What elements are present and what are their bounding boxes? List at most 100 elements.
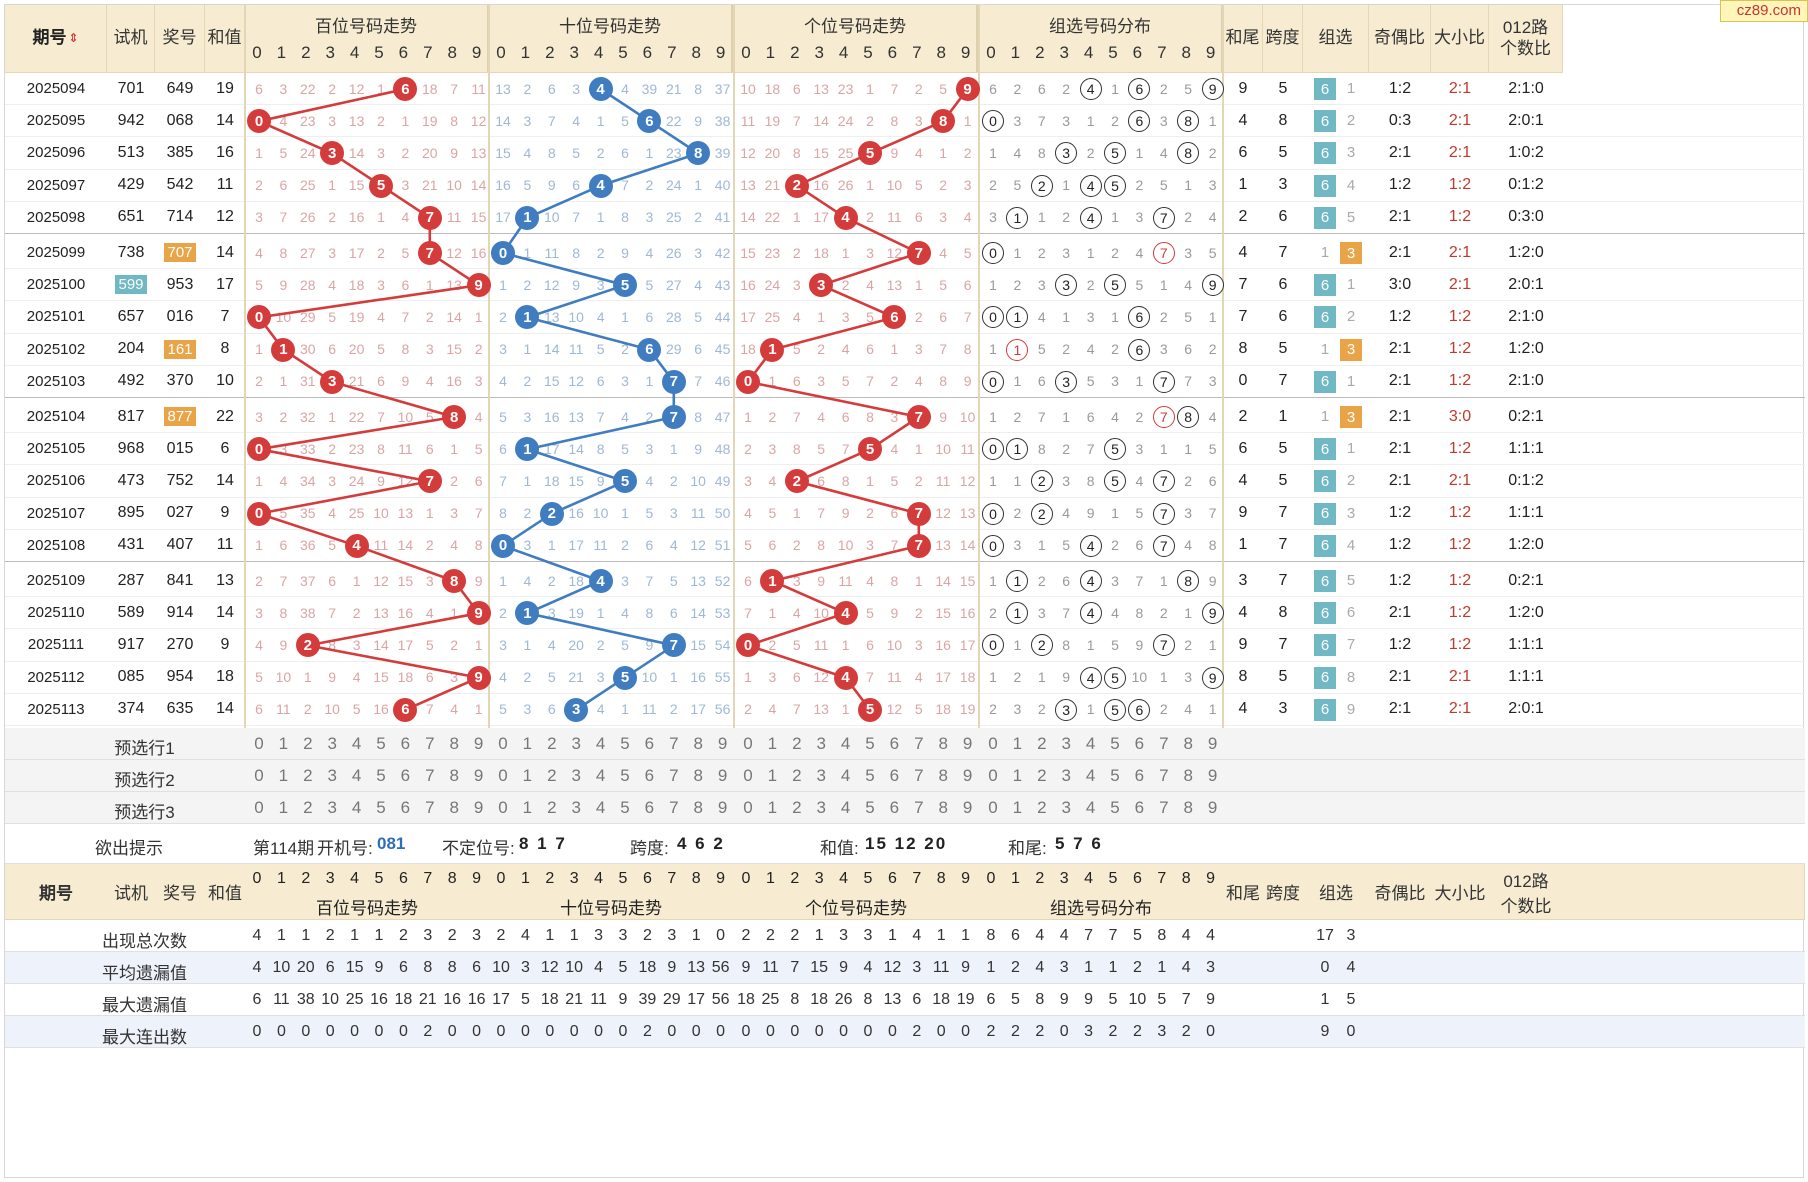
preselect-digit[interactable]: 2 (1037, 734, 1047, 753)
preselect-digit[interactable]: 2 (1037, 766, 1047, 785)
preselect-digit[interactable]: 5 (620, 798, 630, 817)
preselect-digit[interactable]: 1 (278, 766, 289, 785)
preselect-row[interactable]: 预选行3 0 1 2 3 4 5 6 7 8 9 0 1 2 3 4 5 6 7 8 9 0 1 2 3 4 5 6 7 8 9 0 1 2 3 4 5… (5, 792, 1805, 824)
preselect-digit[interactable]: 0 (743, 734, 753, 753)
preselect-digit[interactable]: 3 (571, 766, 581, 785)
preselect-digit[interactable]: 4 (351, 734, 362, 753)
preselect-digit[interactable]: 9 (962, 734, 973, 753)
preselect-digit[interactable]: 0 (988, 766, 998, 785)
preselect-digit[interactable]: 0 (254, 734, 264, 753)
preselect-digit[interactable]: 7 (425, 766, 435, 785)
preselect-digit[interactable]: 2 (303, 734, 313, 753)
sort-icon[interactable]: ⇕ (68, 31, 79, 46)
preselect-digit[interactable]: 2 (792, 766, 802, 785)
preselect-digit[interactable]: 2 (792, 798, 802, 817)
preselect-digit[interactable]: 2 (1037, 798, 1047, 817)
preselect-digit[interactable]: 8 (938, 798, 948, 817)
preselect-digit[interactable]: 9 (717, 766, 728, 785)
preselect-digit[interactable]: 2 (547, 734, 557, 753)
preselect-digit[interactable]: 0 (498, 798, 508, 817)
preselect-digit[interactable]: 3 (1061, 734, 1071, 753)
preselect-digit[interactable]: 4 (840, 798, 851, 817)
preselect-digit[interactable]: 1 (1012, 766, 1023, 785)
preselect-digit[interactable]: 0 (743, 766, 753, 785)
preselect-digit[interactable]: 4 (351, 766, 362, 785)
preselect-digit[interactable]: 2 (547, 798, 557, 817)
preselect-digit[interactable]: 0 (743, 798, 753, 817)
preselect-digit[interactable]: 5 (1110, 798, 1120, 817)
preselect-digit[interactable]: 3 (327, 734, 337, 753)
preselect-digit[interactable]: 8 (449, 798, 459, 817)
preselect-digit[interactable]: 5 (865, 734, 875, 753)
preselect-digit[interactable]: 3 (1061, 766, 1071, 785)
preselect-digit[interactable]: 1 (1012, 798, 1023, 817)
preselect-digit[interactable]: 0 (988, 734, 998, 753)
preselect-digit[interactable]: 3 (1061, 798, 1071, 817)
preselect-digit[interactable]: 1 (278, 734, 289, 753)
preselect-digit[interactable]: 6 (889, 734, 900, 753)
preselect-digit[interactable]: 1 (522, 798, 533, 817)
issue-header[interactable]: 期号 ⇕ (5, 5, 107, 73)
preselect-digit[interactable]: 9 (1207, 766, 1218, 785)
preselect-digit[interactable]: 1 (767, 798, 778, 817)
preselect-digit[interactable]: 1 (278, 798, 289, 817)
preselect-digit[interactable]: 2 (792, 734, 802, 753)
preselect-digit[interactable]: 4 (351, 798, 362, 817)
preselect-digit[interactable]: 6 (1134, 734, 1145, 753)
preselect-digit[interactable]: 7 (914, 766, 924, 785)
preselect-digit[interactable]: 5 (620, 766, 630, 785)
preselect-digit[interactable]: 3 (327, 766, 337, 785)
preselect-digit[interactable]: 5 (865, 798, 875, 817)
preselect-digit[interactable]: 4 (840, 734, 851, 753)
preselect-digit[interactable]: 6 (644, 734, 655, 753)
preselect-digit[interactable]: 9 (962, 766, 973, 785)
preselect-digit[interactable]: 5 (620, 734, 630, 753)
preselect-digit[interactable]: 4 (595, 734, 606, 753)
preselect-digit[interactable]: 8 (693, 766, 703, 785)
preselect-digit[interactable]: 6 (400, 798, 411, 817)
preselect-digit[interactable]: 3 (816, 766, 826, 785)
preselect-row[interactable]: 预选行2 0 1 2 3 4 5 6 7 8 9 0 1 2 3 4 5 6 7 8 9 0 1 2 3 4 5 6 7 8 9 0 1 2 3 4 5… (5, 760, 1805, 792)
preselect-digit[interactable]: 4 (595, 798, 606, 817)
preselect-digit[interactable]: 8 (1183, 766, 1193, 785)
preselect-digit[interactable]: 7 (914, 798, 924, 817)
preselect-digit[interactable]: 9 (473, 766, 484, 785)
preselect-digit[interactable]: 8 (938, 766, 948, 785)
preselect-digit[interactable]: 5 (1110, 734, 1120, 753)
preselect-digit[interactable]: 6 (400, 766, 411, 785)
preselect-digit[interactable]: 9 (717, 734, 728, 753)
preselect-digit[interactable]: 4 (1085, 766, 1096, 785)
preselect-digit[interactable]: 2 (547, 766, 557, 785)
preselect-digit[interactable]: 6 (889, 798, 900, 817)
preselect-digit[interactable]: 9 (962, 798, 973, 817)
preselect-digit[interactable]: 3 (327, 798, 337, 817)
preselect-digit[interactable]: 8 (693, 798, 703, 817)
preselect-digit[interactable]: 2 (303, 798, 313, 817)
preselect-digit[interactable]: 3 (816, 798, 826, 817)
preselect-digit[interactable]: 0 (498, 734, 508, 753)
preselect-digit[interactable]: 8 (938, 734, 948, 753)
preselect-digit[interactable]: 5 (376, 798, 386, 817)
preselect-digit[interactable]: 8 (449, 734, 459, 753)
preselect-digit[interactable]: 6 (644, 798, 655, 817)
preselect-digit[interactable]: 9 (473, 734, 484, 753)
preselect-digit[interactable]: 0 (254, 798, 264, 817)
preselect-digit[interactable]: 6 (889, 766, 900, 785)
preselect-digit[interactable]: 0 (988, 798, 998, 817)
preselect-digit[interactable]: 6 (400, 734, 411, 753)
preselect-digit[interactable]: 7 (1159, 734, 1169, 753)
preselect-digit[interactable]: 5 (865, 766, 875, 785)
preselect-digit[interactable]: 2 (303, 766, 313, 785)
preselect-digit[interactable]: 8 (1183, 798, 1193, 817)
preselect-digit[interactable]: 4 (595, 766, 606, 785)
preselect-digit[interactable]: 6 (1134, 766, 1145, 785)
preselect-digit[interactable]: 1 (1012, 734, 1023, 753)
preselect-digit[interactable]: 7 (914, 734, 924, 753)
preselect-digit[interactable]: 4 (1085, 798, 1096, 817)
preselect-digit[interactable]: 8 (1183, 734, 1193, 753)
preselect-digit[interactable]: 1 (767, 766, 778, 785)
preselect-digit[interactable]: 1 (522, 766, 533, 785)
preselect-digit[interactable]: 0 (498, 766, 508, 785)
preselect-digit[interactable]: 3 (571, 798, 581, 817)
preselect-digit[interactable]: 5 (376, 734, 386, 753)
